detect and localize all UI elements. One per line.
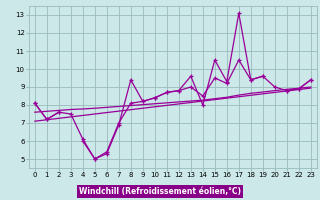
Text: Windchill (Refroidissement éolien,°C): Windchill (Refroidissement éolien,°C) [79, 187, 241, 196]
